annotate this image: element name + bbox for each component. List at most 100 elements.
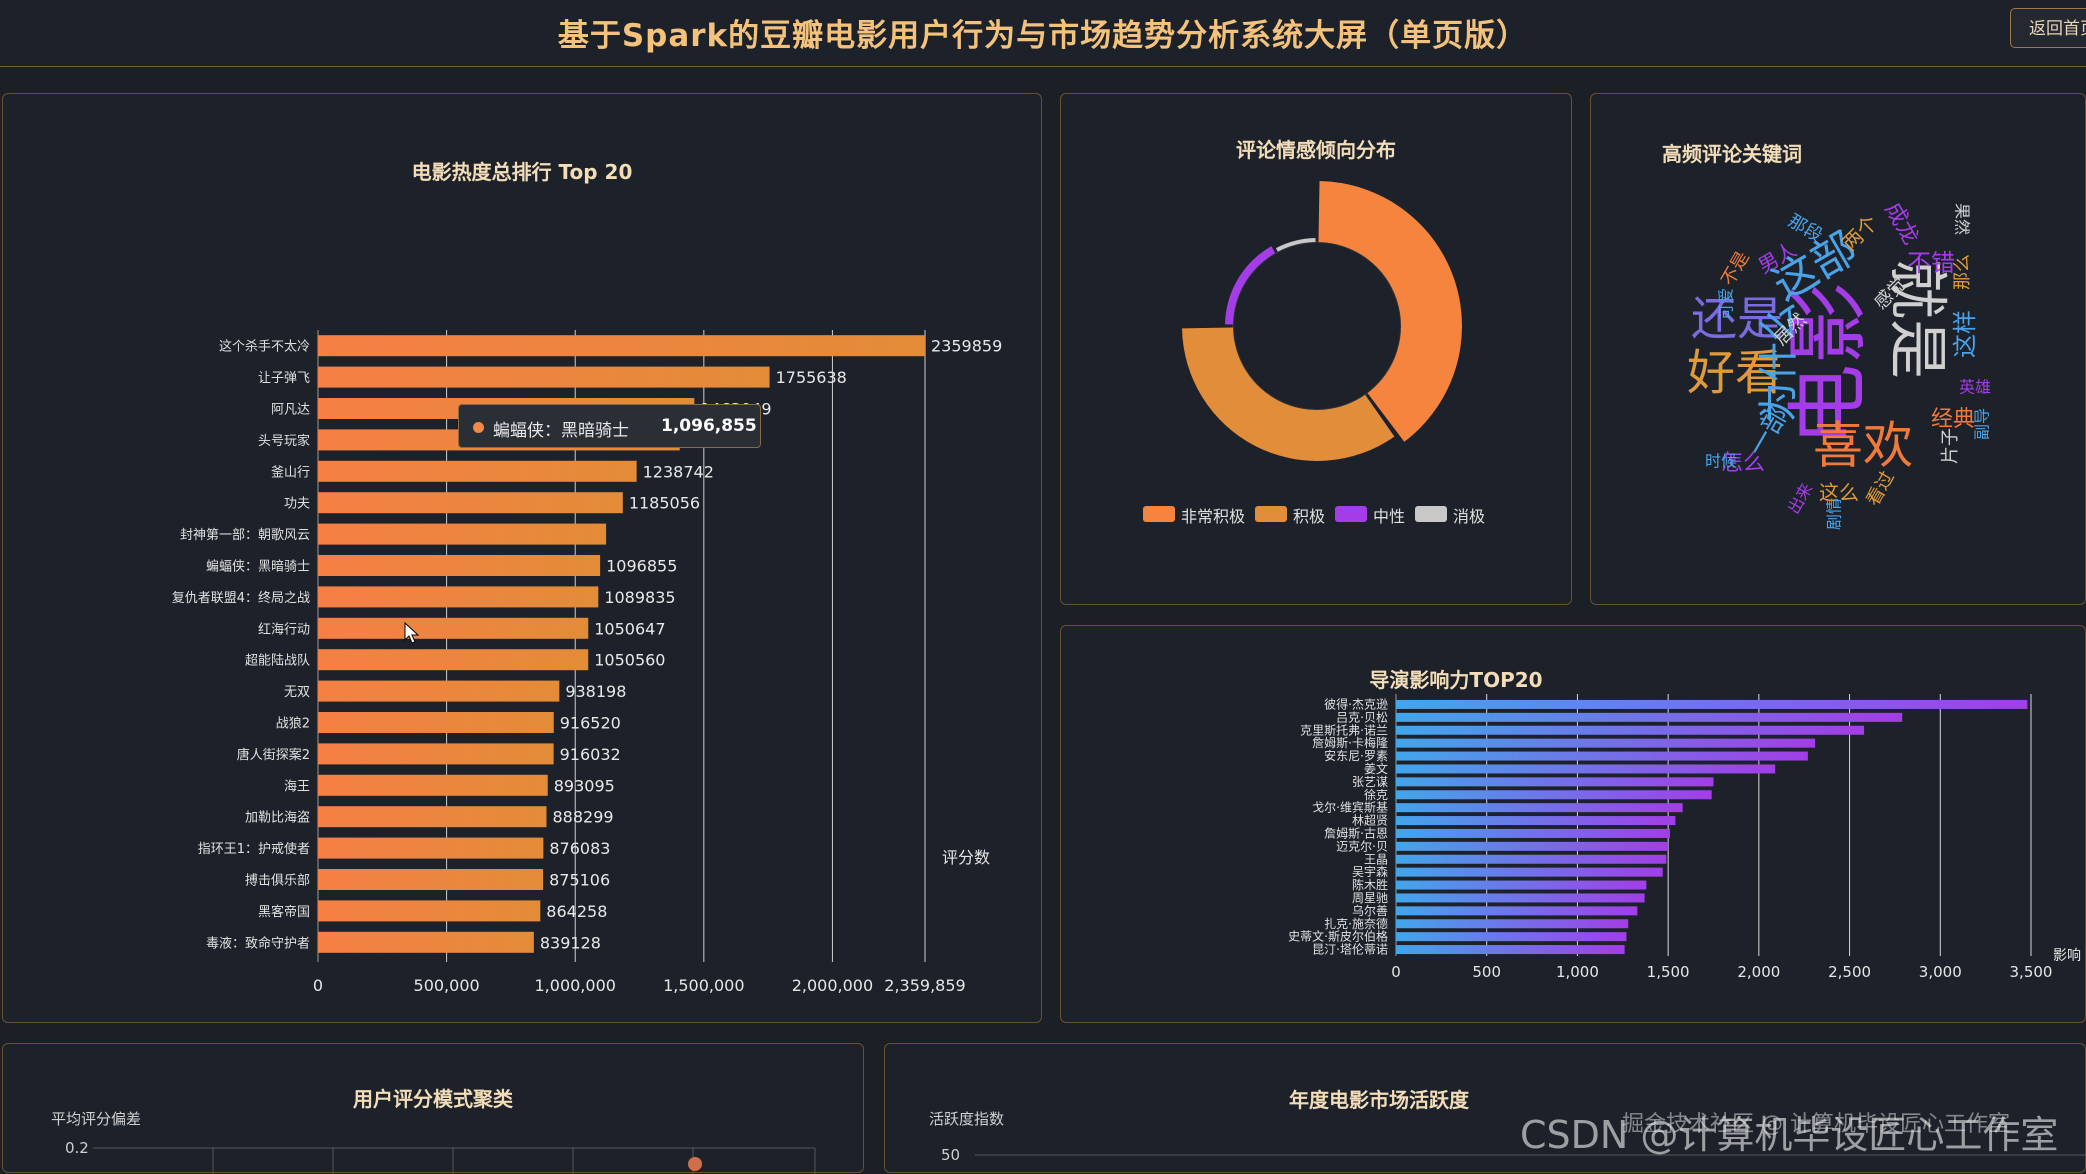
- y-tick-label: 扎克·施奈德: [1324, 916, 1388, 931]
- bar: [318, 366, 770, 388]
- legend-swatch: [1255, 506, 1287, 522]
- bar: [318, 555, 601, 576]
- bar: [1396, 790, 1712, 800]
- bar: [1396, 841, 1669, 851]
- y-tick-label: 安东尼·罗素: [1324, 748, 1388, 763]
- bar: [318, 586, 599, 608]
- y-tick-label: 姜文: [1364, 761, 1388, 776]
- data-label: 876083: [549, 839, 610, 858]
- keyword: 成龙: [1880, 198, 1924, 249]
- bar: [1396, 803, 1683, 813]
- y-tick-label: 毒液：致命守护者: [206, 935, 310, 951]
- bar: [1396, 880, 1647, 890]
- keyword: 可爱: [1717, 288, 1736, 320]
- keyword: 就是: [1881, 259, 1951, 379]
- data-label: 916520: [560, 714, 621, 733]
- keyword: 果然: [1953, 203, 1972, 235]
- bar: [318, 523, 607, 545]
- back-home-button[interactable]: 返回首页: [2010, 8, 2086, 48]
- y-tick-label: 战狼2: [276, 717, 310, 732]
- data-label: 916032: [560, 745, 621, 764]
- bar: [318, 743, 554, 765]
- bar: [318, 680, 560, 702]
- y-tick-label: 黑客帝国: [258, 904, 310, 920]
- heat-ranking-panel: 电影热度总排行 Top 20 0 500,000 1,000,000 1,500,00…: [2, 93, 1042, 1023]
- bar: [318, 774, 548, 796]
- bar: [318, 617, 589, 639]
- sentiment-donut-chart: [1182, 181, 1462, 461]
- data-label: 864258: [546, 902, 607, 921]
- keyword: 不错: [1907, 249, 1955, 277]
- y-tick-label: 戈尔·维宾斯基: [1312, 800, 1388, 815]
- donut-slice: [1182, 327, 1395, 461]
- y-tick-label: 釜山行: [271, 465, 310, 480]
- x-tick-label: 0: [313, 976, 323, 995]
- sentiment-panel: 评论情感倾向分布 非常积极 积极 中性 消极: [1060, 93, 1572, 605]
- y-tick-label: 王晶: [1364, 852, 1388, 866]
- x-axis-label: 影响: [2053, 948, 2081, 964]
- sentiment-legend: 非常积极 积极 中性 消极: [1143, 502, 1543, 526]
- y-tick-label: 陈木胜: [1352, 877, 1388, 892]
- watermark-secondary: 掘金技术社区 @ 计算机毕设匠心工作室: [1622, 1112, 2010, 1137]
- keyword: 这么: [1819, 481, 1859, 505]
- x-tick-label: 500: [1472, 963, 1501, 981]
- bar: [318, 869, 544, 890]
- legend-label: 积极: [1293, 507, 1326, 526]
- legend-swatch: [1143, 506, 1175, 522]
- bar: [318, 806, 547, 828]
- keyword: 怎么: [1721, 451, 1765, 476]
- y-tick-label: 昆汀·塔伦蒂诺: [1312, 942, 1388, 957]
- bar: [318, 649, 589, 671]
- x-tick-label: 3,500: [2010, 963, 2053, 981]
- bar: [318, 837, 544, 859]
- bar: [1396, 932, 1627, 942]
- x-axis-label: 评分数: [942, 848, 990, 867]
- x-tick-label: 2,359,859: [884, 976, 965, 995]
- legend-swatch: [1415, 506, 1447, 522]
- header-bar: 基于Spark的豆瓣电影用户行为与市场趋势分析系统大屏（单页版） 返回首页: [0, 0, 2086, 67]
- bar: [1396, 699, 2028, 709]
- bar: [1396, 854, 1667, 864]
- y-tick-label: 唐人街探案2: [237, 747, 310, 763]
- donut-slice: [1225, 246, 1276, 325]
- bar: [318, 460, 637, 482]
- tooltip-value: 1,096,855: [661, 416, 757, 436]
- y-tick-label: 这个杀手不太冷: [219, 339, 310, 355]
- y-tick-label: 詹姆斯·卡梅隆: [1312, 735, 1388, 750]
- x-tick-label: 500,000: [414, 976, 480, 995]
- data-label: 1096855: [606, 557, 677, 576]
- scatter-point: [688, 1157, 702, 1171]
- mouse-cursor-icon: [404, 622, 420, 644]
- chart-tooltip: 蝙蝠侠：黑暗骑士 1,096,855: [458, 404, 761, 448]
- data-label: 893095: [554, 776, 615, 795]
- y-tick-label: 0.2: [65, 1139, 89, 1157]
- bar: [1396, 738, 1816, 748]
- keyword: 这样: [1951, 310, 1979, 358]
- bar: [1396, 945, 1625, 955]
- bar: [1396, 906, 1638, 916]
- keyword: 副导: [1973, 408, 1992, 440]
- yearly-line-chart: 活跃度指数 50: [929, 1110, 2086, 1164]
- bar: [318, 492, 623, 514]
- y-tick-label: 吕克·贝松: [1336, 710, 1388, 724]
- cluster-title: 用户评分模式聚类: [353, 1087, 513, 1111]
- data-label: 1185056: [629, 494, 700, 513]
- data-label: 888299: [552, 808, 613, 827]
- legend-label: 消极: [1453, 507, 1486, 526]
- donut-track: [1232, 241, 1402, 411]
- y-tick-label: 指环王1：护戒使者: [198, 841, 310, 857]
- x-tick-label: 1,000,000: [535, 976, 616, 995]
- y-tick-label: 搏击俱乐部: [245, 873, 310, 889]
- y-tick-label: 张艺谋: [1352, 775, 1388, 789]
- bar: [318, 335, 925, 357]
- y-tick-label: 加勒比海盗: [245, 810, 310, 826]
- bar: [1396, 777, 1714, 787]
- cluster-scatter-chart: 平均评分偏差 0.2: [51, 1110, 816, 1174]
- bar: [1396, 712, 1903, 722]
- x-tick-label: 2,000,000: [792, 976, 873, 995]
- watermark: CSDN @计算机毕设匠心工作室: [1520, 1113, 2059, 1157]
- y-tick-label: 阿凡达: [271, 403, 310, 418]
- y-tick-label: 克里斯托弗·诺兰: [1300, 723, 1388, 737]
- x-tick-label: 1,000: [1556, 963, 1599, 981]
- donut-slice: [1318, 181, 1462, 442]
